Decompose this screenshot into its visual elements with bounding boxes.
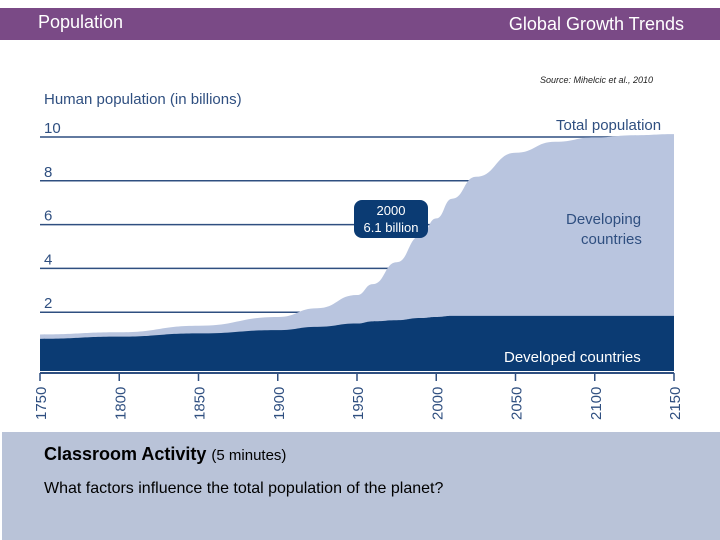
activity-title: Classroom Activity (5 minutes)	[44, 444, 286, 465]
x-tick-label-1800: 1800	[112, 387, 129, 420]
source-citation: Source: Mihelcic et al., 2010	[540, 75, 654, 85]
y-tick-label-10: 10	[44, 120, 61, 137]
x-tick-label-2100: 2100	[588, 387, 605, 420]
x-tick-label-1950: 1950	[350, 387, 367, 420]
y-axis-label: Human population (in billions)	[44, 91, 242, 108]
area-total-population	[40, 134, 674, 371]
y-tick-label-8: 8	[44, 164, 52, 181]
x-tick-label-1900: 1900	[271, 387, 288, 420]
label-developed-countries: Developed countries	[504, 349, 641, 366]
x-tick-label-2000: 2000	[429, 387, 446, 420]
y-tick-label-4: 4	[44, 251, 52, 268]
y-tick-label-2: 2	[44, 295, 52, 312]
x-tick-label-2050: 2050	[509, 387, 526, 420]
x-tick-label-1850: 1850	[192, 387, 209, 420]
header-left-title: Population	[38, 12, 124, 32]
label-developing-line2: countries	[581, 231, 642, 248]
slide-header: Population Global Growth Trends	[0, 8, 720, 40]
callout-box	[354, 200, 428, 238]
classroom-activity-panel: Classroom Activity (5 minutes) What fact…	[2, 432, 720, 540]
activity-title-text: Classroom Activity	[44, 444, 207, 464]
activity-duration: (5 minutes)	[211, 447, 287, 464]
header-right-title: Global Growth Trends	[508, 14, 684, 34]
x-tick-label-1750: 1750	[33, 387, 50, 420]
callout-value: 6.1 billion	[364, 220, 419, 235]
label-total-population: Total population	[556, 117, 661, 134]
y-tick-label-6: 6	[44, 208, 52, 225]
callout-year: 2000	[377, 203, 406, 218]
label-developing-line1: Developing	[566, 211, 641, 228]
x-tick-label-2150: 2150	[667, 387, 684, 420]
area-developed-countries	[40, 315, 674, 371]
callout-pointer	[404, 226, 423, 236]
activity-question: What factors influence the total populat…	[44, 480, 444, 497]
